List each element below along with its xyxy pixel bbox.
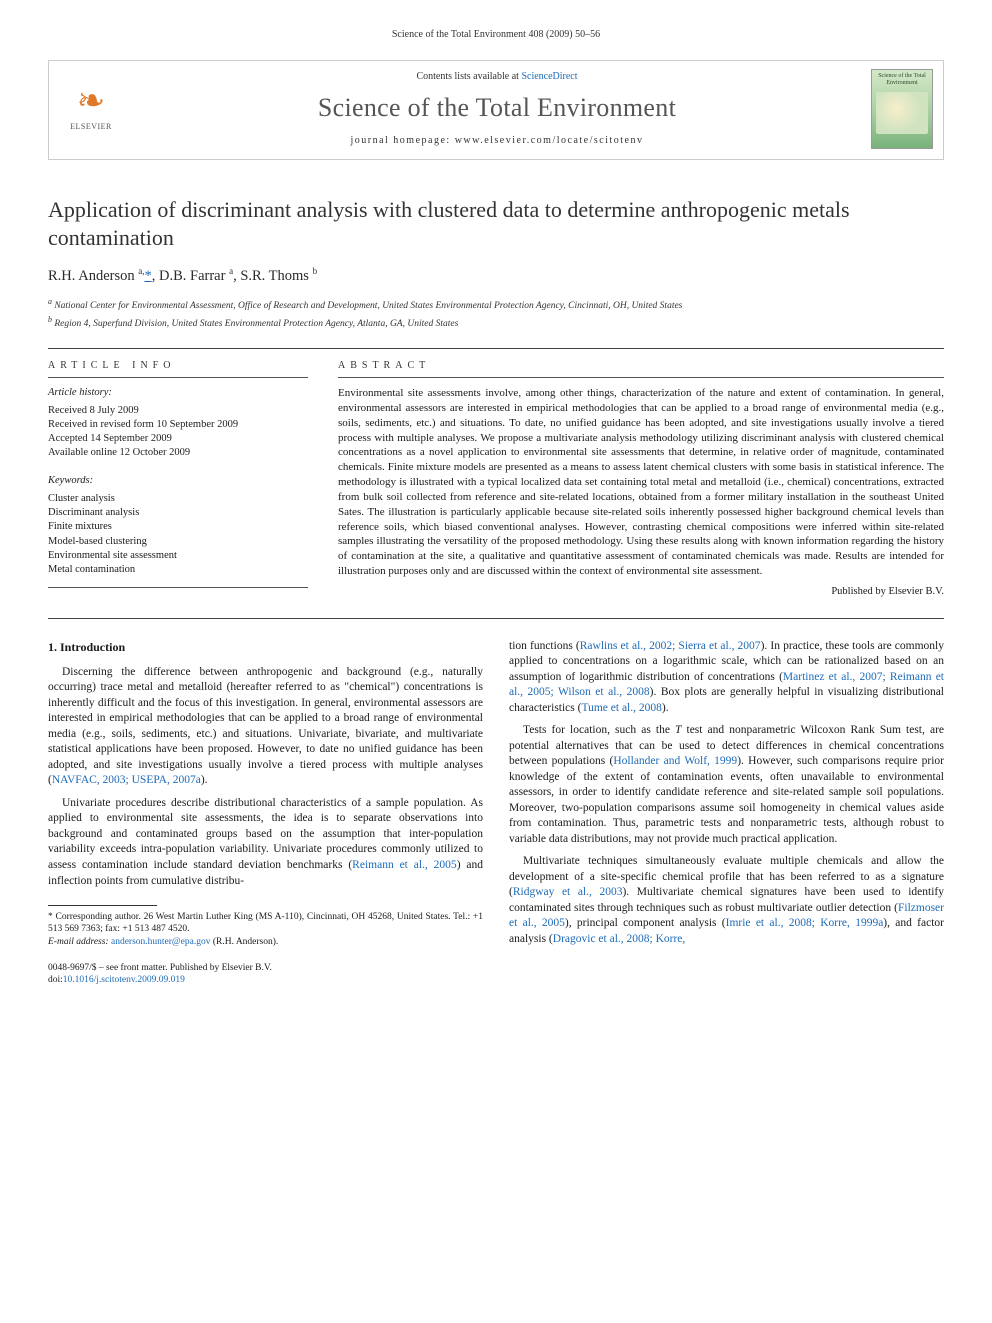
article-info-rule bbox=[48, 377, 308, 378]
paragraph-text: ), principal component analysis ( bbox=[565, 917, 726, 929]
contents-prefix: Contents lists available at bbox=[416, 71, 521, 82]
author-list: R.H. Anderson a,*, D.B. Farrar a, S.R. T… bbox=[48, 265, 944, 286]
doi-line: doi:10.1016/j.scitotenv.2009.09.019 bbox=[48, 974, 483, 986]
doi-label: doi: bbox=[48, 975, 63, 985]
history-revised: Received in revised form 10 September 20… bbox=[48, 418, 308, 432]
cover-thumb-image bbox=[876, 92, 928, 134]
keyword: Environmental site assessment bbox=[48, 549, 308, 563]
keyword: Metal contamination bbox=[48, 563, 308, 577]
contents-line: Contents lists available at ScienceDirec… bbox=[135, 70, 859, 84]
keyword: Model-based clustering bbox=[48, 535, 308, 549]
paragraph-text: tion functions ( bbox=[509, 640, 580, 652]
publisher-name: ELSEVIER bbox=[70, 121, 112, 132]
body-paragraph: Tests for location, such as the T test a… bbox=[509, 723, 944, 847]
email-footnote: E-mail address: anderson.hunter@epa.gov … bbox=[48, 936, 483, 948]
publisher-logo: ❧ ELSEVIER bbox=[59, 73, 123, 145]
section-rule-top bbox=[48, 348, 944, 349]
cover-thumb-title: Science of the Total Environment bbox=[875, 73, 929, 86]
body-paragraph: Univariate procedures describe distribut… bbox=[48, 796, 483, 889]
history-accepted: Accepted 14 September 2009 bbox=[48, 432, 308, 446]
affiliation-b: b Region 4, Superfund Division, United S… bbox=[48, 314, 944, 332]
history-received: Received 8 July 2009 bbox=[48, 404, 308, 418]
citation-link[interactable]: Reimann et al., 2005 bbox=[352, 859, 457, 871]
history-label: Article history: bbox=[48, 386, 308, 401]
corresponding-author-footnote: * Corresponding author. 26 West Martin L… bbox=[48, 911, 483, 936]
citation-link[interactable]: Ridgway et al., 2003 bbox=[513, 886, 623, 898]
journal-name: Science of the Total Environment bbox=[135, 90, 859, 126]
affiliation-a: a National Center for Environmental Asse… bbox=[48, 296, 944, 314]
paragraph-text: ). bbox=[662, 702, 669, 714]
history-online: Available online 12 October 2009 bbox=[48, 446, 308, 460]
citation-link[interactable]: Tume et al., 2008 bbox=[581, 702, 661, 714]
info-abstract-row: article info Article history: Received 8… bbox=[48, 359, 944, 600]
citation-link[interactable]: Rawlins et al., 2002; Sierra et al., 200… bbox=[580, 640, 761, 652]
doi-link[interactable]: 10.1016/j.scitotenv.2009.09.019 bbox=[63, 975, 185, 985]
journal-masthead: ❧ ELSEVIER Contents lists available at S… bbox=[48, 60, 944, 160]
abstract-rule bbox=[338, 377, 944, 378]
elsevier-tree-icon: ❧ bbox=[77, 85, 106, 119]
paragraph-text: Discerning the difference between anthro… bbox=[48, 666, 483, 787]
keyword: Cluster analysis bbox=[48, 492, 308, 506]
affiliation-b-text: Region 4, Superfund Division, United Sta… bbox=[54, 319, 458, 329]
sciencedirect-link[interactable]: ScienceDirect bbox=[521, 71, 577, 82]
keyword: Finite mixtures bbox=[48, 520, 308, 534]
paragraph-text: ). bbox=[201, 774, 208, 786]
citation-link[interactable]: Hollander and Wolf, 1999 bbox=[613, 755, 737, 767]
article-info-head: article info bbox=[48, 359, 308, 373]
footnote-rule bbox=[48, 905, 157, 906]
paragraph-text: ). However, such comparisons require pri… bbox=[509, 755, 944, 845]
homepage-prefix: journal homepage: bbox=[350, 135, 454, 146]
journal-cover-thumb: Science of the Total Environment bbox=[871, 69, 933, 149]
section-heading-intro: 1. Introduction bbox=[48, 639, 483, 655]
abstract-publisher: Published by Elsevier B.V. bbox=[338, 585, 944, 600]
section-rule-mid bbox=[48, 618, 944, 619]
page-footer: 0048-9697/$ – see front matter. Publishe… bbox=[48, 962, 483, 987]
footnotes-block: * Corresponding author. 26 West Martin L… bbox=[48, 905, 483, 948]
body-paragraph: Discerning the difference between anthro… bbox=[48, 665, 483, 789]
article-title: Application of discriminant analysis wit… bbox=[48, 196, 944, 251]
citation-link[interactable]: Dragovic et al., 2008; Korre, bbox=[553, 933, 686, 945]
citation-link[interactable]: NAVFAC, 2003; USEPA, 2007a bbox=[52, 774, 201, 786]
article-body: 1. Introduction Discerning the differenc… bbox=[48, 639, 944, 987]
keywords-label: Keywords: bbox=[48, 474, 308, 489]
email-label: E-mail address: bbox=[48, 937, 109, 947]
affiliation-a-text: National Center for Environmental Assess… bbox=[54, 301, 682, 311]
masthead-center: Contents lists available at ScienceDirec… bbox=[135, 70, 859, 148]
info-bottom-rule bbox=[48, 587, 308, 588]
paragraph-text: Tests for location, such as the bbox=[523, 724, 675, 736]
homepage-url: www.elsevier.com/locate/scitotenv bbox=[455, 135, 644, 146]
citation-link[interactable]: Imrie et al., 2008; Korre, 1999a bbox=[726, 917, 884, 929]
abstract-body: Environmental site assessments involve, … bbox=[338, 386, 944, 579]
abstract-head: abstract bbox=[338, 359, 944, 373]
affiliations: a National Center for Environmental Asse… bbox=[48, 296, 944, 332]
article-info-block: article info Article history: Received 8… bbox=[48, 359, 308, 600]
keyword: Discriminant analysis bbox=[48, 506, 308, 520]
running-head: Science of the Total Environment 408 (20… bbox=[48, 28, 944, 42]
author-email-link[interactable]: anderson.hunter@epa.gov bbox=[111, 937, 211, 947]
journal-homepage-line: journal homepage: www.elsevier.com/locat… bbox=[135, 134, 859, 148]
body-paragraph: Multivariate techniques simultaneously e… bbox=[509, 854, 944, 947]
body-paragraph: tion functions (Rawlins et al., 2002; Si… bbox=[509, 639, 944, 717]
copyright-line: 0048-9697/$ – see front matter. Publishe… bbox=[48, 962, 483, 974]
email-tail: (R.H. Anderson). bbox=[210, 937, 278, 947]
abstract-block: abstract Environmental site assessments … bbox=[338, 359, 944, 600]
